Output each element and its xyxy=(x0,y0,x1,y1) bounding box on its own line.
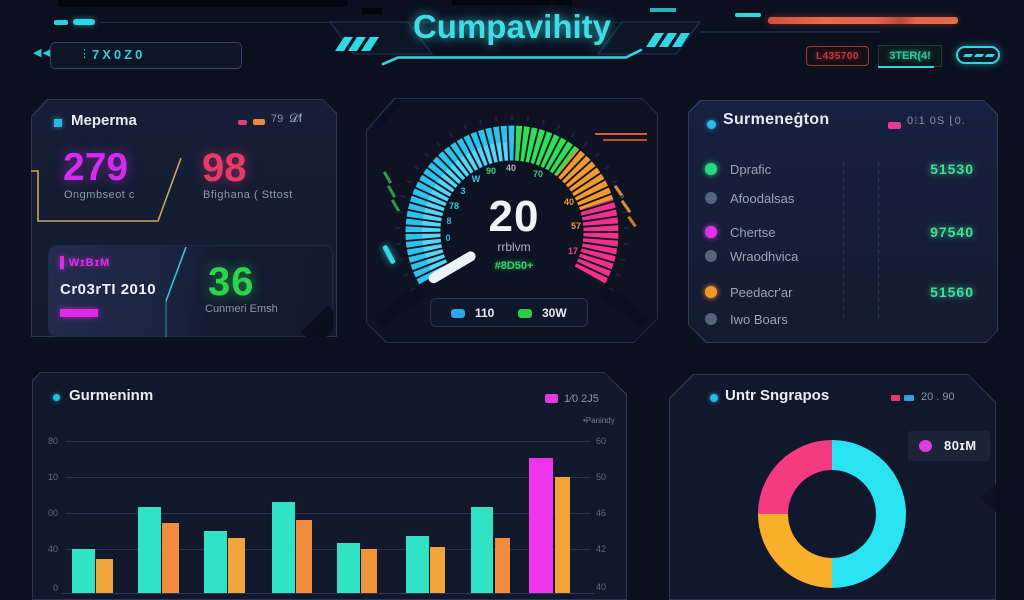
svg-text:W: W xyxy=(472,174,481,184)
svg-text:57: 57 xyxy=(571,221,581,231)
svg-text:78: 78 xyxy=(449,201,459,211)
svg-text:0: 0 xyxy=(445,233,450,243)
svg-text:17: 17 xyxy=(568,246,578,256)
svg-text:40: 40 xyxy=(506,163,516,173)
svg-text:8: 8 xyxy=(446,216,451,226)
svg-text:70: 70 xyxy=(533,169,543,179)
svg-text:40: 40 xyxy=(564,197,574,207)
svg-text:90: 90 xyxy=(486,166,496,176)
svg-text:3: 3 xyxy=(460,186,465,196)
